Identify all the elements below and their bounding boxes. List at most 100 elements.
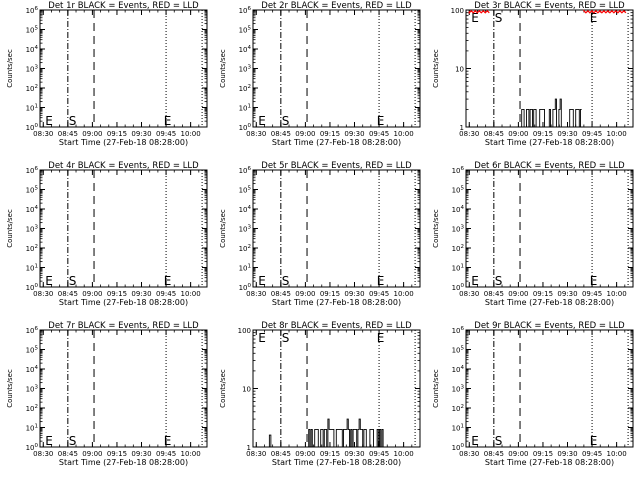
y-tick-label: 105 [452,186,465,195]
plot-frame [39,169,208,288]
y-tick-label: 1 [247,444,251,452]
y-tick-label: 104 [26,205,39,214]
x-tick-label: 08:45 [271,290,291,298]
x-tick-label: 08:30 [459,130,479,138]
y-tick-label: 106 [452,326,465,335]
panel-title: Det 2r BLACK = Events, RED = LLD [261,1,412,11]
y-tick-label: 105 [26,346,39,355]
y-tick-label: 100 [26,123,39,132]
x-tick-label: 09:15 [320,290,340,298]
y-tick-label: 106 [452,166,465,175]
x-tick-label: 09:30 [131,290,151,298]
x-axis-title: Start Time (27-Feb-18 08:28:00) [485,458,614,467]
x-tick-label: 08:45 [484,130,504,138]
event-marker-e: E [377,274,385,288]
y-tick-label: 102 [26,84,38,93]
x-axis-title: Start Time (27-Feb-18 08:28:00) [59,458,188,467]
y-tick-label: 102 [452,404,464,413]
y-tick-label: 100 [239,283,252,292]
x-tick-label: 08:30 [246,130,266,138]
x-tick-label: 09:15 [533,130,553,138]
event-marker-e: E [164,274,172,288]
x-axis-title: Start Time (27-Feb-18 08:28:00) [485,298,614,307]
x-tick-label: 08:45 [58,450,78,458]
plot-frame [39,9,208,128]
y-tick-label: 100 [451,7,464,15]
y-tick-label: 106 [239,166,252,175]
plot-frame [252,9,421,128]
x-tick-label: 09:30 [344,450,364,458]
x-tick-label: 09:15 [107,450,127,458]
event-marker-e: E [471,434,479,448]
x-tick-label: 09:45 [582,290,602,298]
x-tick-label: 09:45 [156,130,176,138]
x-tick-label: 09:30 [131,450,151,458]
y-tick-label: 106 [26,326,39,335]
x-tick-label: 09:00 [295,130,315,138]
y-tick-label: 100 [452,443,465,452]
x-tick-label: 08:45 [484,450,504,458]
x-tick-label: 08:45 [271,450,291,458]
x-tick-label: 08:45 [58,130,78,138]
y-tick-label: 104 [26,45,39,54]
panel-8: Det 8r BLACK = Events, RED = LLD 08:30 08:… [219,321,421,467]
y-tick-label: 104 [239,45,252,54]
panel-title: Det 3r BLACK = Events, RED = LLD [474,1,625,11]
event-marker-e: E [590,11,598,25]
y-axis-title: Counts/sec [432,49,440,88]
x-tick-label: 08:45 [58,290,78,298]
y-tick-label: 1 [460,124,464,132]
x-tick-label: 10:00 [607,290,627,298]
x-tick-label: 08:30 [33,450,53,458]
panel-6: Det 6r BLACK = Events, RED = LLD 08:30 08:… [432,161,634,307]
y-tick-label: 105 [26,26,39,35]
panel-4: Det 4r BLACK = Events, RED = LLD 08:30 08:… [6,161,208,307]
y-axis-title: Counts/sec [6,369,14,408]
x-tick-label: 09:00 [295,450,315,458]
plot-frame [39,329,208,448]
lld-series [468,9,490,15]
x-tick-label: 10:00 [607,450,627,458]
event-marker-e: E [258,114,266,128]
event-marker-s: S [282,274,290,288]
y-axis-title: Counts/sec [432,369,440,408]
y-axis-title: Counts/sec [6,49,14,88]
y-tick-label: 100 [26,443,39,452]
panel-title: Det 5r BLACK = Events, RED = LLD [261,161,412,171]
plot-frame [252,169,421,288]
x-tick-label: 09:00 [82,450,102,458]
panel-3: Det 3r BLACK = Events, RED = LLD 08:30 08:… [432,1,634,147]
x-axis-title: Start Time (27-Feb-18 08:28:00) [272,458,401,467]
event-marker-e: E [590,434,598,448]
y-tick-label: 102 [26,404,38,413]
x-tick-label: 08:30 [33,130,53,138]
event-marker-s: S [495,274,503,288]
event-marker-s: S [69,274,77,288]
x-tick-label: 09:15 [533,290,553,298]
x-tick-label: 09:45 [156,290,176,298]
y-tick-label: 104 [452,205,465,214]
panel-title: Det 9r BLACK = Events, RED = LLD [474,321,625,331]
event-marker-s: S [495,11,503,25]
x-tick-label: 10:00 [394,450,414,458]
x-tick-label: 09:15 [320,130,340,138]
x-tick-label: 10:00 [181,130,201,138]
event-marker-s: S [69,114,77,128]
x-tick-label: 09:00 [508,290,528,298]
y-tick-label: 103 [452,385,465,394]
y-tick-label: 100 [452,283,465,292]
x-tick-label: 09:30 [557,450,577,458]
y-tick-label: 105 [239,26,252,35]
y-tick-label: 105 [452,346,465,355]
plot-frame [465,169,634,288]
x-tick-label: 09:45 [156,450,176,458]
y-tick-label: 103 [26,65,39,74]
events-series [521,98,582,128]
x-axis-title: Start Time (27-Feb-18 08:28:00) [59,138,188,147]
x-tick-label: 08:45 [484,290,504,298]
event-marker-e: E [45,434,53,448]
plot-frame [465,329,634,448]
x-tick-label: 09:45 [369,130,389,138]
panel-5: Det 5r BLACK = Events, RED = LLD 08:30 08:… [219,161,421,307]
y-tick-label: 102 [239,244,251,253]
